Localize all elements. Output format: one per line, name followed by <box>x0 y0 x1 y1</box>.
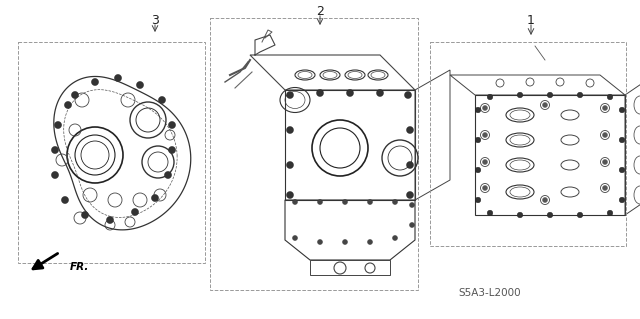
Circle shape <box>620 107 625 113</box>
Circle shape <box>483 160 488 165</box>
Circle shape <box>406 127 413 133</box>
Circle shape <box>164 172 172 179</box>
Circle shape <box>577 212 583 218</box>
Circle shape <box>367 240 372 244</box>
Circle shape <box>376 90 383 97</box>
Circle shape <box>61 197 68 204</box>
Circle shape <box>287 92 294 99</box>
Circle shape <box>168 146 175 153</box>
Circle shape <box>115 75 122 81</box>
Circle shape <box>620 137 625 143</box>
Circle shape <box>602 132 607 137</box>
Circle shape <box>547 212 553 218</box>
Circle shape <box>287 191 294 198</box>
Circle shape <box>410 203 415 207</box>
Circle shape <box>317 199 323 204</box>
Circle shape <box>51 146 58 153</box>
Circle shape <box>483 132 488 137</box>
Circle shape <box>317 90 323 97</box>
Circle shape <box>517 92 523 98</box>
Circle shape <box>159 97 166 103</box>
Circle shape <box>475 137 481 143</box>
Circle shape <box>406 161 413 168</box>
Circle shape <box>410 222 415 227</box>
Circle shape <box>287 127 294 133</box>
Circle shape <box>607 210 613 216</box>
Circle shape <box>517 212 523 218</box>
Circle shape <box>487 210 493 216</box>
Bar <box>210 18 418 290</box>
Circle shape <box>483 106 488 110</box>
Circle shape <box>152 195 159 202</box>
Circle shape <box>54 122 61 129</box>
Circle shape <box>317 240 323 244</box>
Bar <box>430 42 626 246</box>
Bar <box>18 42 205 263</box>
Circle shape <box>367 199 372 204</box>
Circle shape <box>547 92 553 98</box>
Circle shape <box>577 92 583 98</box>
Circle shape <box>475 197 481 203</box>
Circle shape <box>292 235 298 241</box>
Circle shape <box>620 167 625 173</box>
Text: 3: 3 <box>151 14 159 27</box>
Circle shape <box>287 161 294 168</box>
Circle shape <box>483 186 488 190</box>
Circle shape <box>475 167 481 173</box>
Circle shape <box>106 217 113 224</box>
Circle shape <box>487 94 493 100</box>
Circle shape <box>620 197 625 203</box>
Circle shape <box>92 78 99 85</box>
Circle shape <box>543 197 547 203</box>
Circle shape <box>65 101 72 108</box>
Circle shape <box>81 211 88 219</box>
Circle shape <box>602 106 607 110</box>
Circle shape <box>602 186 607 190</box>
Circle shape <box>392 235 397 241</box>
Circle shape <box>607 94 613 100</box>
Text: 1: 1 <box>527 14 535 27</box>
Circle shape <box>475 107 481 113</box>
Circle shape <box>136 81 143 88</box>
Circle shape <box>406 191 413 198</box>
Circle shape <box>342 199 348 204</box>
Circle shape <box>404 92 412 99</box>
Circle shape <box>342 240 348 244</box>
Circle shape <box>131 209 138 216</box>
Circle shape <box>346 90 353 97</box>
Text: FR.: FR. <box>70 262 90 272</box>
Circle shape <box>72 92 79 99</box>
Circle shape <box>602 160 607 165</box>
Circle shape <box>292 199 298 204</box>
Circle shape <box>543 102 547 108</box>
Circle shape <box>392 199 397 204</box>
Text: 2: 2 <box>316 5 324 18</box>
Text: S5A3-L2000: S5A3-L2000 <box>459 288 522 298</box>
Circle shape <box>168 122 175 129</box>
Circle shape <box>51 172 58 179</box>
